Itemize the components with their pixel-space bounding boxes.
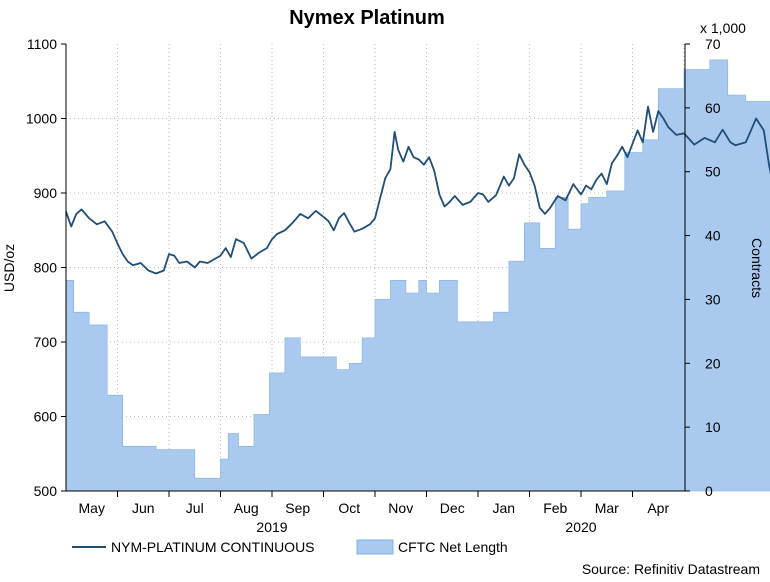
x-tick-label-may: May (79, 500, 105, 516)
right-axis-multiplier: x 1,000 (700, 20, 746, 36)
source-note: Source: Refinitiv Datastream (582, 561, 760, 577)
left-tick-label: 500 (34, 483, 58, 499)
platinum-line-layer (65, 105, 770, 275)
x-tick-label-mar: Mar (595, 500, 619, 516)
x-tick-label-jun: Jun (132, 500, 155, 516)
right-tick-label: 20 (705, 355, 721, 371)
x-tick-label-oct: Oct (338, 500, 360, 516)
x-year-label: 2019 (256, 519, 287, 535)
right-tick-label: 40 (705, 228, 721, 244)
left-tick-label: 900 (34, 185, 58, 201)
right-tick-label: 60 (705, 100, 721, 116)
left-tick-label: 800 (34, 260, 58, 276)
left-tick-label: 700 (34, 334, 58, 350)
cftc-area-layer (65, 59, 770, 492)
legend-label-cftc: CFTC Net Length (398, 539, 508, 555)
right-tick-label: 30 (705, 291, 721, 307)
x-year-label: 2020 (565, 519, 596, 535)
left-tick-label: 1100 (27, 36, 57, 52)
right-axis-ticks: 0 10 20 30 40 50 60 70 (685, 36, 721, 499)
cftc-net-length-area (65, 59, 770, 492)
right-axis-label: Contracts (749, 238, 765, 298)
left-axis-ticks: 500 600 700 800 900 1000 1100 (26, 36, 66, 499)
platinum-price-line (65, 105, 770, 275)
x-axis-ticks: May Jun Jul Aug Sep Oct Nov Dec Jan Feb Mar Apr 2019… (79, 491, 669, 535)
legend: NYM-PLATINUM CONTINUOUS CFTC Net Length (72, 539, 508, 555)
right-tick-label: 10 (705, 419, 721, 435)
legend-label-platinum: NYM-PLATINUM CONTINUOUS (111, 539, 315, 555)
right-tick-label: 50 (705, 164, 721, 180)
legend-area-swatch (356, 539, 394, 555)
left-tick-label: 600 (34, 409, 58, 425)
x-tick-label-jan: Jan (492, 500, 515, 516)
left-tick-label: 1000 (26, 111, 57, 127)
chart-title: Nymex Platinum (289, 7, 445, 29)
right-tick-label: 0 (705, 483, 713, 499)
right-tick-label: 70 (705, 36, 721, 52)
x-tick-label-aug: Aug (234, 500, 259, 516)
x-tick-label-apr: Apr (647, 500, 669, 516)
x-tick-label-dec: Dec (440, 500, 465, 516)
left-axis-label: USD/oz (1, 244, 17, 292)
x-tick-label-feb: Feb (543, 500, 567, 516)
x-tick-label-jul: Jul (186, 500, 204, 516)
x-tick-label-sep: Sep (285, 500, 310, 516)
x-tick-label-nov: Nov (388, 500, 413, 516)
